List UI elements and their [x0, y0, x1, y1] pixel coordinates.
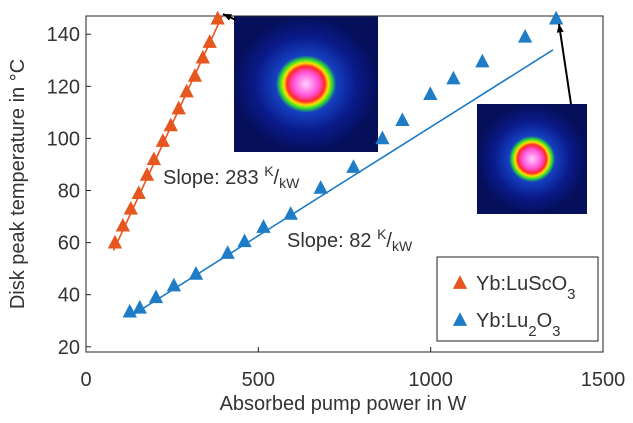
data-point — [179, 83, 194, 98]
y-tick-label: 20 — [58, 337, 80, 359]
fit-line — [112, 15, 223, 251]
fit-line — [129, 49, 554, 318]
thermal-image — [477, 104, 587, 214]
slope-unit-sub: kW — [279, 175, 300, 191]
data-point — [423, 86, 438, 100]
data-point — [446, 70, 461, 85]
x-tick-label: 1000 — [408, 369, 453, 391]
x-axis-label: Absorbed pump power in W — [220, 393, 467, 415]
data-point — [123, 200, 138, 215]
legend-marker — [452, 275, 468, 289]
slope-annotation: Slope: 283 K/kW — [163, 163, 300, 191]
data-point — [146, 151, 162, 166]
legend-label: Yb:Lu2O3 — [476, 310, 561, 340]
data-point — [115, 217, 131, 232]
data-point — [202, 34, 217, 48]
data-point — [166, 277, 182, 292]
x-tick-label: 500 — [242, 369, 275, 391]
data-point — [517, 29, 533, 43]
legend-box — [436, 256, 599, 342]
data-point — [163, 117, 178, 132]
arrow — [558, 23, 572, 105]
y-tick-label: 100 — [47, 128, 80, 150]
data-point — [313, 180, 328, 194]
data-point — [210, 10, 225, 25]
y-tick-label: 80 — [58, 181, 80, 203]
data-point — [475, 53, 490, 68]
arrow-head — [223, 14, 232, 21]
y-tick-label: 60 — [58, 233, 80, 255]
plot-frame — [85, 15, 604, 353]
x-tick-label: 0 — [80, 369, 91, 391]
slope-text: Slope: 283 — [163, 167, 264, 189]
data-point — [548, 10, 564, 25]
x-tick-label: 1500 — [581, 369, 626, 391]
data-point — [395, 112, 410, 127]
data-point — [220, 245, 235, 259]
arrow-head — [556, 24, 564, 33]
slope-unit-sup: K — [264, 163, 274, 179]
data-point — [188, 266, 204, 280]
y-tick-label: 40 — [58, 285, 80, 307]
inset-images — [234, 16, 587, 214]
slope-unit-sep: / — [386, 230, 392, 252]
data-point — [131, 185, 146, 199]
data-point — [346, 159, 361, 173]
legend-marker — [452, 312, 468, 326]
data-point — [139, 167, 155, 181]
y-tick-label: 120 — [47, 76, 80, 98]
slope-unit-sep: / — [274, 167, 280, 189]
slope-unit-sub: kW — [392, 238, 413, 254]
legend-label: Yb:LuScO3 — [476, 273, 576, 303]
data-point — [187, 68, 203, 82]
data-point — [107, 234, 123, 249]
data-point — [375, 130, 390, 145]
data-point — [132, 299, 147, 314]
slope-annotation: Slope: 82 K/kW — [287, 226, 413, 254]
data-point — [171, 100, 186, 115]
y-tick-label: 140 — [47, 24, 80, 46]
data-point — [237, 233, 252, 248]
data-point — [148, 289, 164, 304]
thermal-image — [234, 16, 378, 152]
data-point — [155, 133, 171, 147]
slope-unit-sup: K — [377, 226, 387, 242]
data-point — [122, 303, 137, 318]
y-axis-label: Disk peak temperature in °C — [7, 59, 29, 309]
data-point — [195, 49, 210, 64]
data-point — [256, 219, 271, 233]
slope-text: Slope: 82 — [287, 230, 377, 252]
data-point — [283, 206, 298, 220]
